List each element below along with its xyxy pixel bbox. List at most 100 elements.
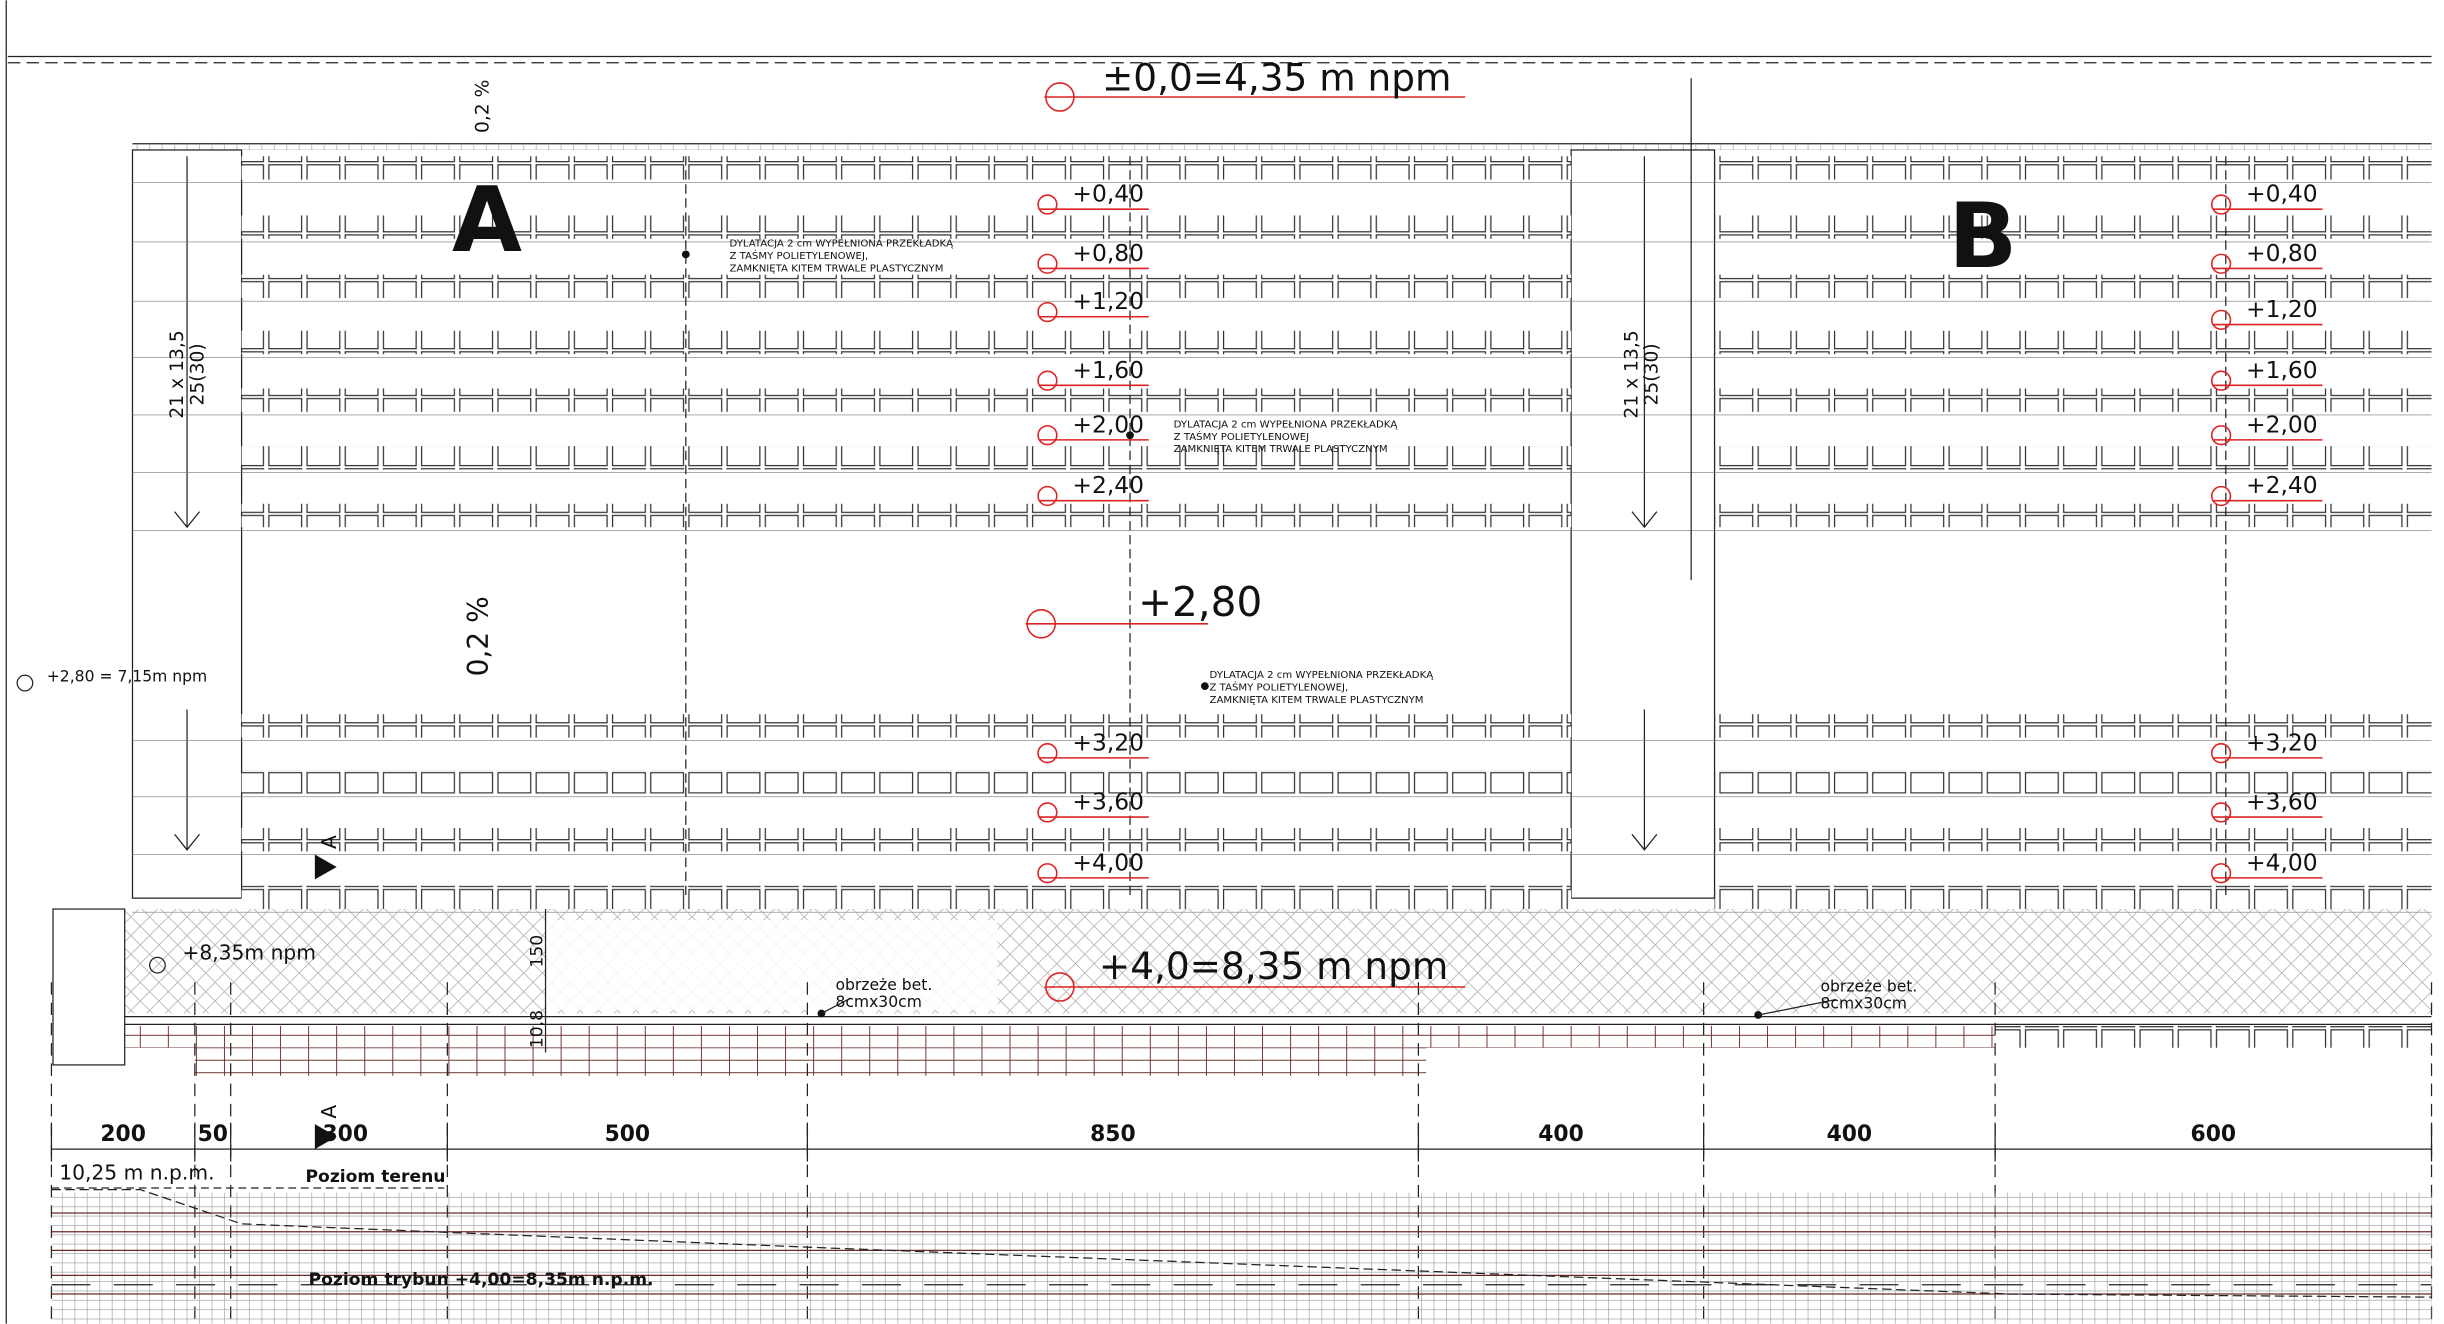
- level-label: +4,0=8,35 m npm: [1099, 944, 1448, 988]
- hatch-gap: [545, 919, 998, 1011]
- dim-label: 600: [2191, 1122, 2237, 1147]
- profile-label: 10,25 m n.p.m.: [59, 1161, 214, 1185]
- annotations: A +0,40 +0,80 +1,20 +1,60 +2,00 +2,40 +3,20 +3,6…: [167, 168, 2323, 1150]
- paving: [194, 1047, 1427, 1076]
- curb-label: 8cmx30cm: [1821, 995, 1907, 1013]
- leader: [1758, 998, 1837, 1016]
- note-dot: [1126, 431, 1134, 440]
- level-label: ±0,0=4,35 m npm: [1102, 55, 1451, 99]
- note-text: ZAMKNIĘTA KITEM TRWALE PLASTYCZNYM: [1174, 444, 1388, 455]
- level-label: +2,00: [2246, 410, 2318, 438]
- seat-row: [241, 827, 1572, 852]
- level-mark: [1037, 301, 1058, 323]
- seat-row: [241, 156, 1572, 180]
- level-label: +1,20: [2246, 295, 2318, 323]
- dim-label: 50: [198, 1122, 228, 1147]
- level-mark: [2210, 253, 2232, 274]
- level-mark: [1037, 194, 1058, 215]
- level-label: +4,00: [2246, 848, 2318, 876]
- section-label: A: [317, 1105, 341, 1119]
- level-label: +1,60: [2246, 356, 2318, 384]
- seat-row: [241, 215, 1572, 239]
- arrow: [174, 511, 200, 529]
- note-text: Z TAŚMY POLIETYLENOWEJ,: [729, 249, 868, 262]
- seat-row: [241, 770, 1572, 794]
- dim-label: 150: [528, 935, 548, 968]
- level-label: +2,80 = 7,15m npm: [47, 667, 207, 685]
- paving: [52, 908, 126, 1066]
- section-label: A: [317, 835, 341, 849]
- leader: [821, 997, 852, 1015]
- dim-label: 200: [100, 1122, 146, 1147]
- profile-hatch: [51, 1192, 2432, 1324]
- level-mark: [1037, 863, 1058, 884]
- level-mark: [1037, 425, 1058, 446]
- edge-strip: [132, 143, 2432, 150]
- level-label: +2,40: [2246, 471, 2318, 499]
- stair-label: 25(30): [1642, 343, 1663, 405]
- level-mark: [2210, 370, 2232, 391]
- seat-row: [1714, 503, 2432, 528]
- sector-label: A: [452, 168, 522, 273]
- note-text: Z TAŚMY POLIETYLENOWEJ: [1174, 430, 1309, 443]
- dim-label: 400: [1827, 1122, 1873, 1147]
- level-label: +1,20: [1072, 287, 1144, 315]
- seat-row: [1714, 770, 2432, 794]
- level-mark: [2210, 309, 2232, 331]
- seat-row: [241, 388, 1572, 412]
- arrow: [174, 833, 200, 851]
- seat-row: [241, 330, 1572, 355]
- curb-label: obrzeże bet.: [1821, 977, 1918, 995]
- seat-rows: [132, 156, 2432, 913]
- seat-row: [241, 274, 1572, 299]
- level-label: +0,80: [1072, 239, 1144, 267]
- note-text: DYLATACJA 2 cm WYPEŁNIONA PRZEKŁADKĄ: [1174, 419, 1399, 430]
- stair-label: 21 x 13,5: [1621, 330, 1642, 418]
- terrain: [51, 1188, 2432, 1298]
- level-label: +0,40: [1072, 180, 1144, 208]
- level-mark: [2210, 802, 2232, 823]
- section-arrow: [314, 1124, 337, 1150]
- slope-label: 0,2 %: [462, 596, 495, 676]
- curb-label: obrzeże bet.: [835, 976, 932, 994]
- dim-label: 850: [1090, 1122, 1136, 1147]
- arrow: [1631, 511, 1658, 529]
- seat-row: [1714, 446, 2432, 470]
- seat-row: [1714, 885, 2432, 910]
- note-text: ZAMKNIĘTA KITEM TRWALE PLASTYCZNYM: [1210, 695, 1424, 706]
- level-label: +0,80: [2246, 239, 2318, 267]
- level-label: +3,20: [2246, 728, 2318, 756]
- level-label: +1,60: [1072, 356, 1144, 384]
- level-mark: [1037, 370, 1058, 391]
- paving: [124, 1025, 1996, 1048]
- landing: [1572, 538, 1713, 702]
- level-mark: [1037, 802, 1058, 823]
- note-dot: [1200, 682, 1209, 691]
- level-mark: [2210, 863, 2232, 884]
- level-label: +2,80: [1138, 578, 1262, 626]
- level-label: +2,40: [1072, 471, 1144, 499]
- seat-row: [241, 503, 1572, 528]
- seat-row: [241, 446, 1572, 470]
- landing: [134, 538, 241, 702]
- curb-label: 8cmx30cm: [835, 993, 921, 1011]
- seat-row: [241, 885, 1572, 910]
- seat-row: [1714, 388, 2432, 412]
- level-mark: [1037, 743, 1058, 764]
- note-text: Z TAŚMY POLIETYLENOWEJ,: [1210, 681, 1349, 694]
- level-mark: [2210, 425, 2232, 446]
- dim-label: 400: [1538, 1122, 1584, 1147]
- note-text: DYLATACJA 2 cm WYPEŁNIONA PRZEKŁADKĄ: [729, 238, 954, 249]
- dim-label: 500: [605, 1122, 651, 1147]
- seat-row: [1714, 827, 2432, 852]
- stair-label: 21 x 13,5: [167, 330, 188, 418]
- seat-row: [1714, 714, 2432, 738]
- level-mark: [149, 956, 166, 974]
- level-mark: [2210, 485, 2232, 507]
- seat-row: [241, 714, 1572, 738]
- stair-label: 25(30): [187, 343, 208, 405]
- profile-label: Poziom terenu: [305, 1167, 445, 1187]
- dim-label: 10,8: [528, 1010, 548, 1048]
- level-mark: [2210, 743, 2232, 764]
